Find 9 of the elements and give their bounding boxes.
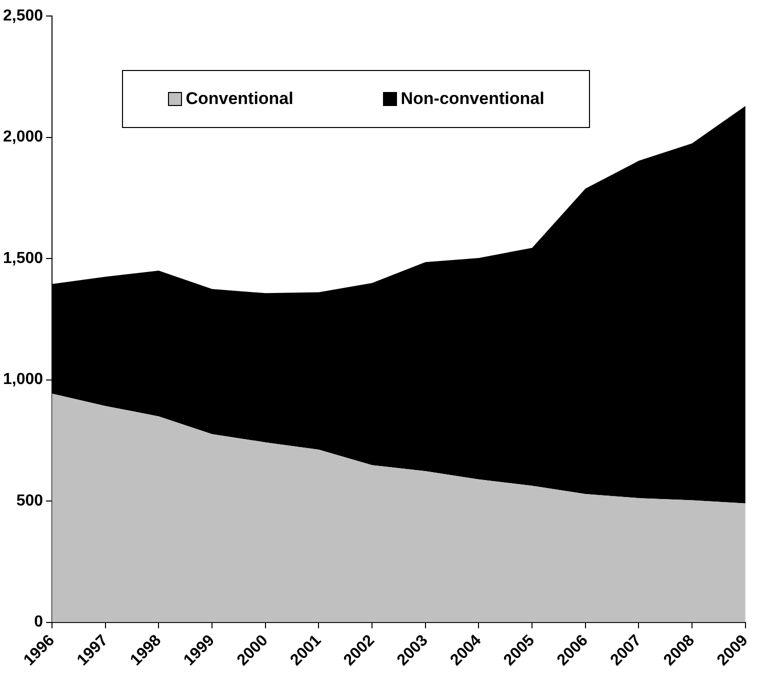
y-tick-label: 500 [16,492,44,510]
y-tick-label: 2,500 [2,7,44,24]
y-tick-label: 2,000 [2,128,44,146]
y-tick-label: 1,000 [2,371,44,388]
legend-box: Conventional Non-conventional [122,70,590,128]
y-tick-label: 0 [34,614,44,631]
y-tick-label: 1,500 [2,250,44,267]
legend-label: Conventional [186,89,294,109]
legend-label: Non-conventional [400,89,544,109]
